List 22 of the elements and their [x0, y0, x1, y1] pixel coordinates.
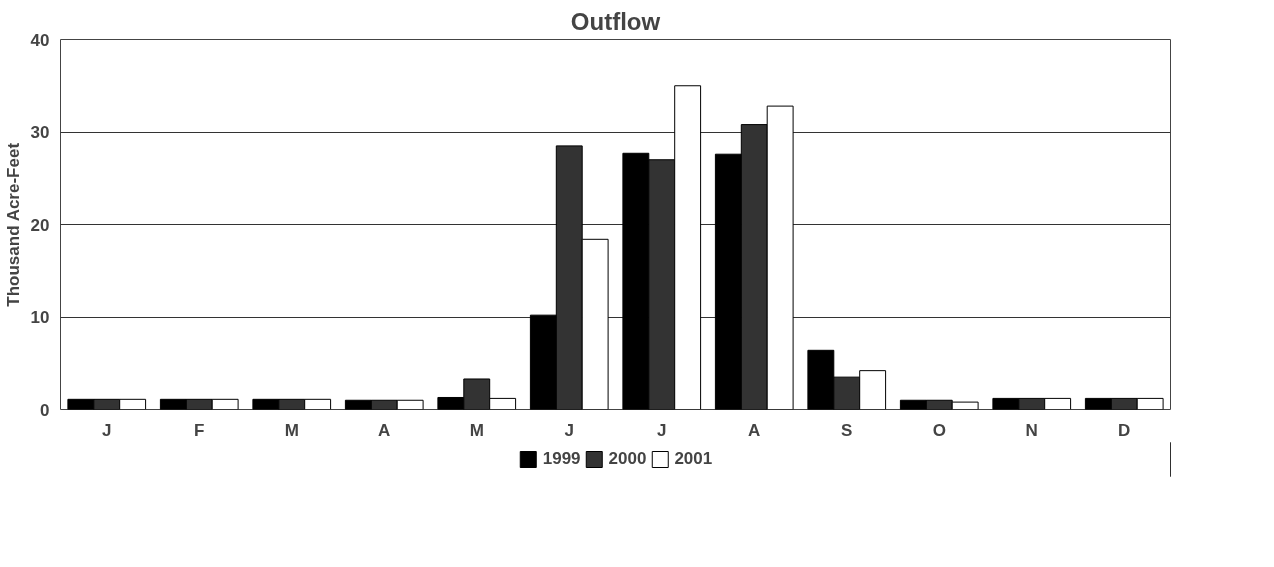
y-tick-label: 0 [40, 400, 50, 420]
x-tick-label: A [378, 420, 391, 440]
x-tick-label: N [1025, 420, 1038, 440]
x-tick-label: D [1118, 420, 1131, 440]
x-tick-label: O [932, 420, 946, 440]
x-tick-label: A [748, 420, 761, 440]
x-tick-label: M [284, 420, 299, 440]
x-tick-label: J [657, 420, 667, 440]
y-tick-label: 10 [30, 308, 50, 327]
chart-title: Outflow [570, 7, 661, 35]
legend-label: 2000 [608, 449, 647, 469]
x-tick-label: F [194, 420, 205, 440]
legend-label: 1999 [542, 449, 581, 469]
y-axis-title: Thousand Acre-Feet [3, 142, 23, 307]
x-tick-label: M [469, 420, 484, 440]
y-tick-label: 30 [30, 123, 50, 142]
y-tick-label: 40 [30, 30, 50, 50]
x-tick-label: S [841, 420, 853, 440]
y-tick-label: 20 [30, 215, 50, 235]
x-tick-label: J [102, 420, 112, 440]
legend-label: 2001 [674, 449, 713, 469]
x-tick-label: J [564, 420, 574, 440]
